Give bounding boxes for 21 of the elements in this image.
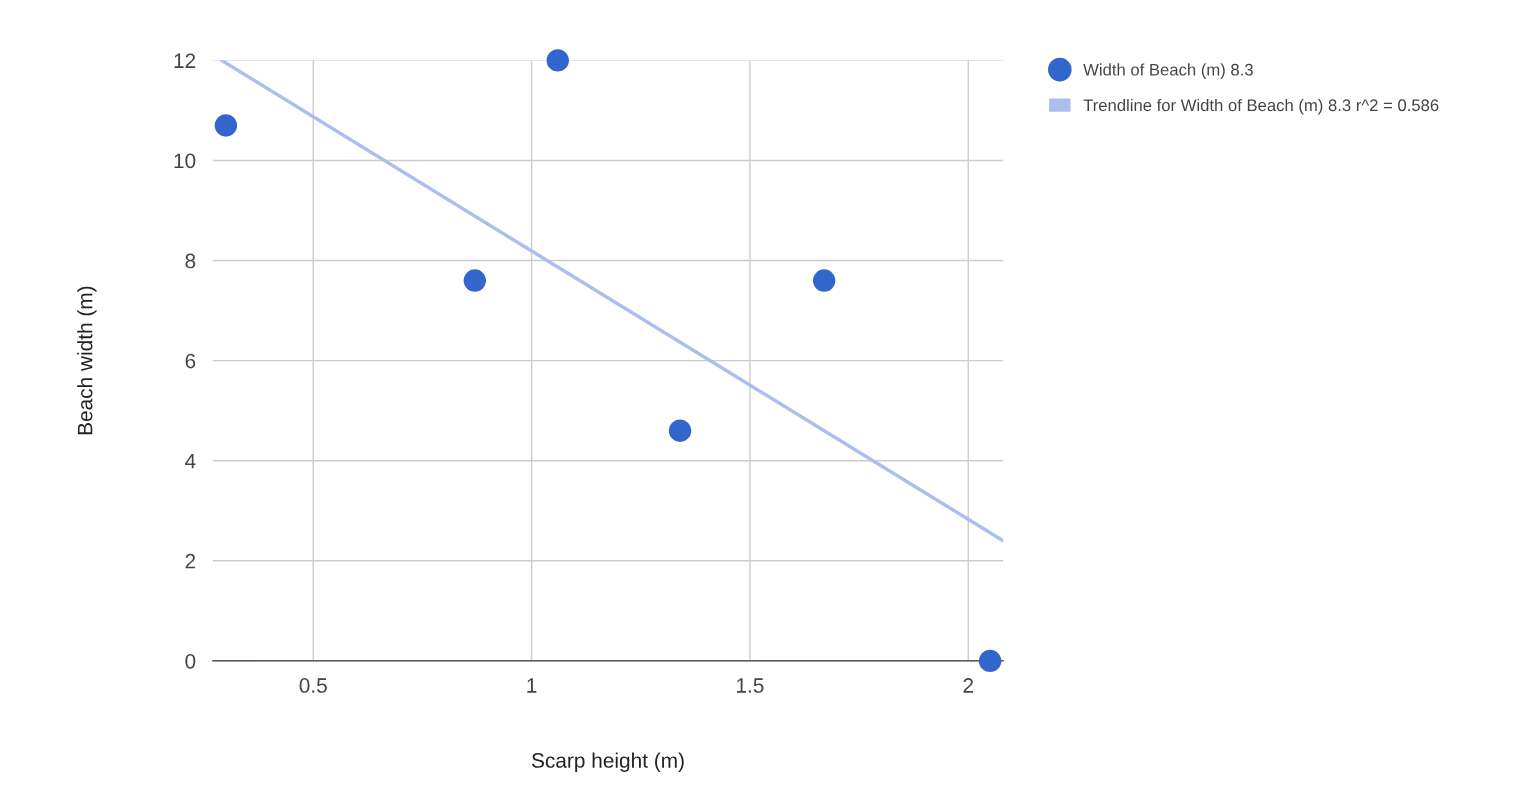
y-tick-label: 6 [185, 353, 196, 369]
y-tick-label: 12 [174, 53, 196, 68]
legend-label: Width of Beach (m) 8.3 [1083, 63, 1253, 79]
y-tick-label: 4 [185, 453, 196, 469]
point [463, 269, 487, 292]
point [214, 114, 238, 137]
x-tick-label: 1 [527, 678, 537, 693]
y-tick-label: 2 [185, 553, 196, 569]
x-axis-title: Scarp height (m) [531, 752, 684, 772]
x-tick-label: 2 [963, 678, 974, 693]
point [668, 419, 692, 442]
y-axis-title: Beach width (m) [77, 286, 97, 435]
point [546, 49, 569, 72]
y-tick-label: 0 [185, 653, 196, 669]
y-tick-label: 10 [174, 153, 196, 169]
x-tick-label: 1.5 [737, 678, 764, 693]
point [978, 649, 1002, 673]
point [812, 269, 836, 292]
y-tick-label: 8 [185, 253, 196, 269]
legend-label: Trendline for Width of Beach (m) 8.3 r^2 = 0.586 [1083, 98, 1439, 115]
x-tick-label: 0.5 [299, 678, 327, 693]
